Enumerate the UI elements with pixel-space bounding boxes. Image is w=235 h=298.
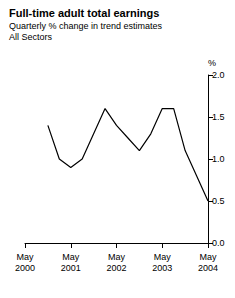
svg-text:May: May — [16, 252, 34, 262]
svg-text:1.5: 1.5 — [212, 112, 225, 122]
svg-text:2001: 2001 — [61, 263, 81, 273]
svg-text:2.0: 2.0 — [212, 70, 225, 80]
svg-text:May: May — [108, 252, 126, 262]
svg-text:May: May — [154, 252, 172, 262]
svg-text:May: May — [199, 252, 217, 262]
svg-text:2000: 2000 — [15, 263, 35, 273]
svg-text:May: May — [62, 252, 80, 262]
svg-text:1.0: 1.0 — [212, 154, 225, 164]
svg-text:Quarterly % change in trend es: Quarterly % change in trend estimates — [9, 21, 163, 31]
svg-text:0.5: 0.5 — [212, 196, 225, 206]
svg-text:2002: 2002 — [106, 263, 126, 273]
svg-text:All Sectors: All Sectors — [9, 32, 53, 42]
svg-text:0.0: 0.0 — [212, 238, 225, 248]
svg-text:Full-time adult total earnings: Full-time adult total earnings — [9, 7, 159, 19]
svg-text:%: % — [208, 58, 216, 68]
svg-text:2003: 2003 — [152, 263, 172, 273]
svg-text:2004: 2004 — [198, 263, 218, 273]
